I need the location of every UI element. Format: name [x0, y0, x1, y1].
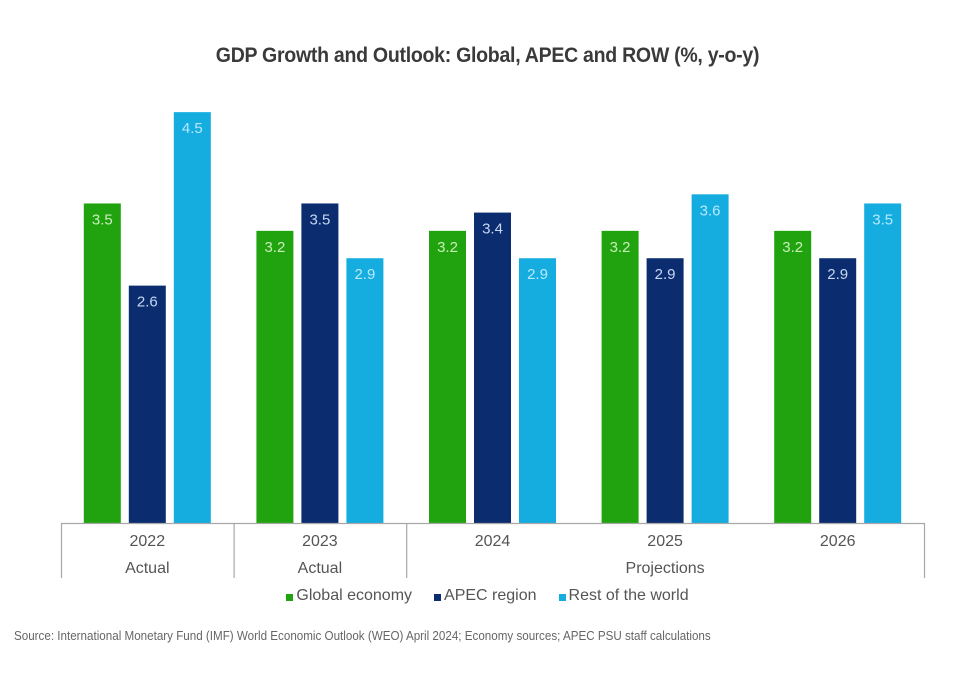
bar-rest-of-the-world-2022 [173, 112, 211, 524]
bar-global-economy-2022 [83, 203, 121, 523]
legend-label: Rest of the world [568, 587, 689, 604]
group-label-projections-2: Projections [626, 560, 705, 577]
x-tick-label-2023: 2023 [302, 533, 338, 550]
data-label-global-economy-2026: 3.2 [782, 239, 803, 256]
data-label-rest-of-the-world-2026: 3.5 [872, 211, 893, 228]
bar-rest-of-the-world-2024 [519, 258, 556, 523]
bar-apec-region-2024 [474, 212, 511, 523]
data-label-apec-region-2023: 3.5 [309, 211, 330, 228]
legend-item-rest-of-world: Rest of the world [558, 587, 689, 605]
bar-global-economy-2024 [429, 230, 466, 523]
legend-swatch-global-economy [286, 593, 294, 601]
data-label-apec-region-2022: 2.6 [137, 294, 158, 311]
data-label-rest-of-the-world-2025: 3.6 [700, 202, 721, 219]
data-label-apec-region-2024: 3.4 [482, 221, 503, 238]
bar-global-economy-2023 [256, 230, 294, 523]
data-label-global-economy-2023: 3.2 [264, 239, 285, 256]
x-tick-label-2026: 2026 [820, 533, 856, 550]
bar-apec-region-2026 [819, 258, 857, 523]
bar-apec-region-2025 [646, 258, 684, 523]
bar-rest-of-the-world-2023 [346, 258, 384, 523]
legend-swatch-rest-of-world [558, 593, 566, 601]
bar-global-economy-2025 [601, 230, 639, 523]
legend-label: Global economy [296, 587, 413, 604]
legend-label: APEC region [444, 587, 537, 604]
x-tick-label-2025: 2025 [647, 533, 683, 550]
data-label-global-economy-2024: 3.2 [437, 239, 458, 256]
data-label-rest-of-the-world-2023: 2.9 [354, 266, 375, 283]
data-label-apec-region-2026: 2.9 [827, 266, 848, 283]
bar-apec-region-2023 [301, 203, 339, 523]
source-note: Source: International Monetary Fund (IMF… [14, 629, 711, 643]
legend: Global economy APEC region Rest of the w… [0, 587, 975, 605]
data-label-rest-of-the-world-2024: 2.9 [527, 266, 548, 283]
bar-rest-of-the-world-2025 [691, 194, 729, 523]
x-tick-label-2024: 2024 [475, 533, 511, 550]
chart-title: GDP Growth and Outlook: Global, APEC and… [215, 44, 760, 67]
bar-global-economy-2026 [774, 230, 812, 523]
legend-item-global-economy: Global economy [286, 587, 412, 605]
bar-rest-of-the-world-2026 [864, 203, 902, 523]
data-label-global-economy-2025: 3.2 [610, 239, 631, 256]
legend-swatch-apec-region [434, 593, 442, 601]
legend-item-apec-region: APEC region [434, 587, 537, 605]
bar-apec-region-2022 [128, 285, 166, 523]
data-label-apec-region-2025: 2.9 [655, 266, 676, 283]
x-tick-label-2022: 2022 [130, 533, 166, 550]
group-label-actual-1: Actual [298, 560, 342, 577]
data-label-rest-of-the-world-2022: 4.5 [182, 120, 203, 137]
group-label-actual-0: Actual [125, 560, 169, 577]
data-label-global-economy-2022: 3.5 [92, 211, 113, 228]
